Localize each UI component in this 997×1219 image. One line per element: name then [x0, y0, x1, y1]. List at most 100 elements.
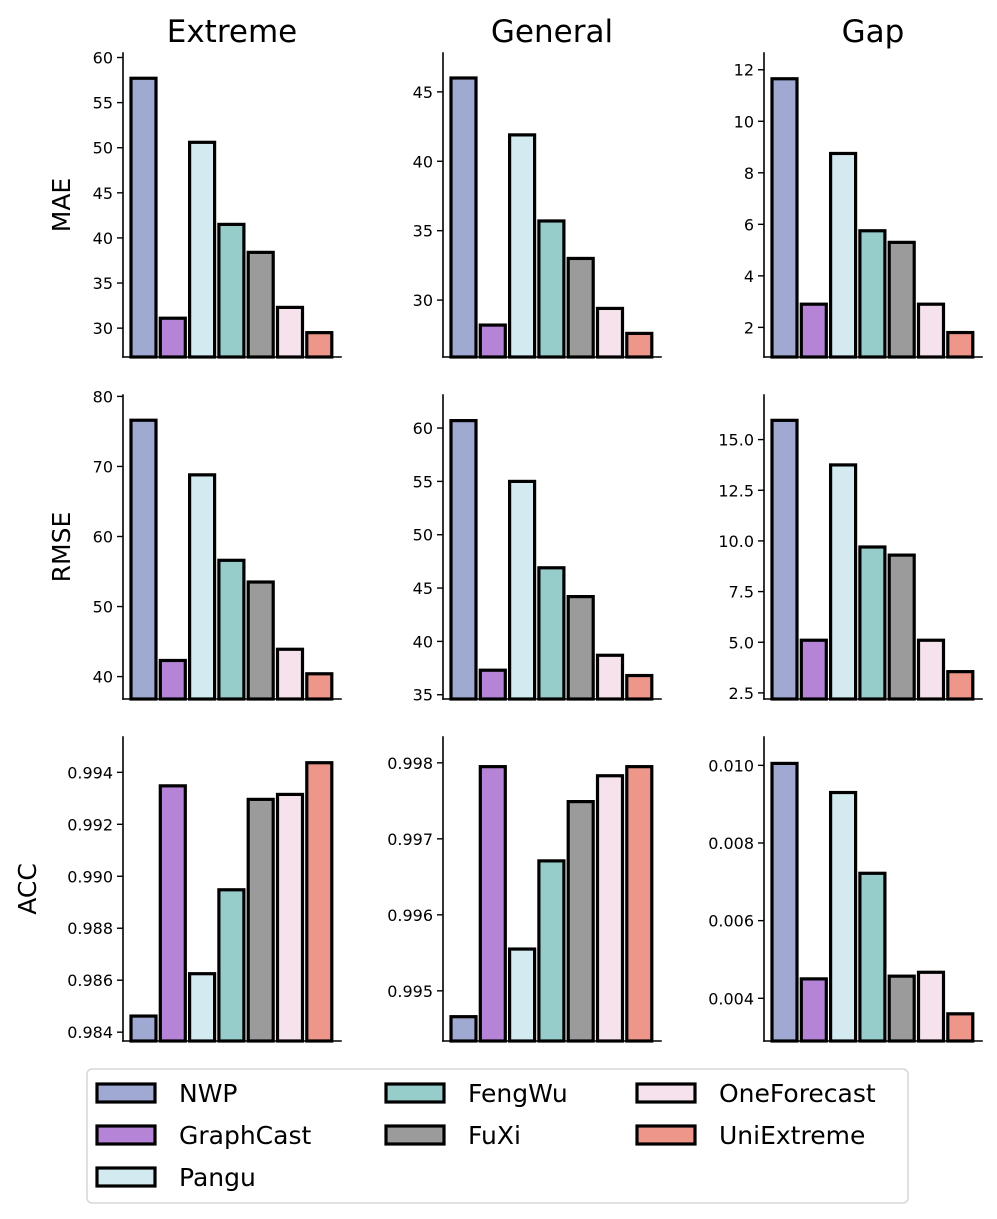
bar-fengwu [537, 219, 566, 359]
panel-rmse-general: 35 40 45 50 55 60 [413, 394, 662, 705]
y-tick-label: 55 [93, 94, 113, 113]
legend-item-graphcast: GraphCast [95, 1121, 311, 1150]
bar-nwp [770, 77, 799, 359]
bar-fengwu [217, 558, 246, 701]
y-tick-label: 5.0 [729, 633, 754, 652]
legend-label: OneForecast [719, 1079, 876, 1108]
y-tick-label: 0.996 [387, 906, 433, 925]
bar-nwp [129, 76, 158, 359]
bar-oneforecast [595, 774, 625, 1043]
y-tick-label: 45 [413, 83, 433, 102]
bar-graphcast [478, 765, 507, 1043]
column-title-extreme: Extreme [167, 14, 298, 50]
bar-pangu [508, 947, 537, 1043]
bar-fengwu [858, 871, 887, 1043]
bar-uniextreme [625, 765, 654, 1043]
bar-pangu [508, 479, 537, 701]
bar-graphcast [158, 316, 187, 359]
bar-nwp [449, 419, 478, 701]
bar-graphcast [799, 977, 828, 1043]
panel-acc-gap: 0.004 0.006 0.008 0.010 [708, 736, 983, 1043]
y-tick-label: 0.986 [67, 971, 113, 990]
bar-uniextreme [946, 670, 975, 701]
y-tick-label: 35 [93, 274, 113, 293]
legend-swatch [384, 1082, 446, 1104]
panel-mae-extreme: 30 35 40 45 50 55 60 [93, 49, 342, 359]
legend-swatch [635, 1082, 697, 1104]
y-tick-label: 0.994 [67, 763, 113, 782]
legend-item-oneforecast: OneForecast [635, 1079, 876, 1108]
legend-label: GraphCast [179, 1121, 311, 1150]
y-tick-label: 55 [413, 472, 433, 491]
legend-swatch [635, 1124, 697, 1146]
legend-swatch [95, 1082, 157, 1104]
bar-oneforecast [275, 647, 305, 701]
y-tick-label: 0.990 [67, 867, 113, 886]
bar-graphcast [478, 323, 507, 359]
y-tick-label: 50 [413, 526, 433, 545]
column-title-general: General [491, 14, 613, 50]
y-tick-label: 50 [93, 139, 113, 158]
bar-uniextreme [305, 331, 334, 359]
panel-mae-general: 30 35 40 45 [413, 52, 662, 359]
legend-swatch [95, 1124, 157, 1146]
y-tick-label: 0.997 [387, 830, 433, 849]
y-tick-label: 15.0 [718, 431, 754, 450]
y-tick-label: 8 [744, 164, 754, 183]
row-labels: MAE RMSE ACC [13, 178, 76, 915]
y-tick-label: 45 [93, 184, 113, 203]
y-tick-label: 45 [413, 579, 433, 598]
y-tick-label: 0.004 [708, 989, 754, 1008]
legend-item-pangu: Pangu [95, 1163, 256, 1192]
y-tick-label: 0.008 [708, 834, 754, 853]
bar-nwp [129, 418, 158, 701]
y-tick-label: 0.998 [387, 754, 433, 773]
bar-oneforecast [916, 302, 946, 359]
y-tick-label: 2.5 [729, 684, 754, 703]
y-tick-label: 6 [744, 215, 754, 234]
bar-uniextreme [305, 672, 334, 701]
legend-label: FuXi [468, 1121, 521, 1150]
y-tick-label: 0.006 [708, 912, 754, 931]
legend-swatch [384, 1124, 446, 1146]
y-tick-label: 12.5 [718, 481, 754, 500]
y-tick-label: 35 [413, 686, 433, 705]
y-tick-label: 0.995 [387, 982, 433, 1001]
bar-uniextreme [305, 761, 334, 1043]
column-title-gap: Gap [842, 14, 905, 50]
bar-fuxi [566, 594, 595, 701]
bar-fengwu [858, 545, 887, 701]
y-tick-label: 70 [93, 457, 113, 476]
bar-graphcast [478, 668, 507, 701]
bar-fuxi [246, 580, 275, 701]
bar-fuxi [887, 240, 916, 359]
y-tick-label: 60 [93, 49, 113, 68]
y-tick-label: 10 [734, 112, 754, 131]
bar-fuxi [246, 250, 275, 359]
y-tick-label: 60 [93, 527, 113, 546]
y-tick-label: 10.0 [718, 532, 754, 551]
y-tick-label: 40 [413, 632, 433, 651]
bar-nwp [449, 1015, 478, 1043]
bar-graphcast [799, 302, 828, 359]
bar-uniextreme [946, 330, 975, 359]
bar-fuxi [566, 256, 595, 359]
bar-nwp [770, 761, 799, 1043]
legend-item-uniextreme: UniExtreme [635, 1121, 865, 1150]
panel-acc-extreme: 0.984 0.986 0.988 0.990 0.992 0.994 [67, 736, 342, 1043]
y-tick-label: 30 [93, 319, 113, 338]
panel-acc-general: 0.995 0.996 0.997 0.998 [387, 736, 662, 1043]
bar-pangu [508, 133, 537, 359]
bar-fuxi [887, 974, 916, 1043]
bar-nwp [770, 418, 799, 701]
bar-nwp [449, 76, 478, 359]
legend-item-fuxi: FuXi [384, 1121, 521, 1150]
y-tick-label: 80 [93, 387, 113, 406]
legend-item-fengwu: FengWu [384, 1079, 568, 1108]
bar-uniextreme [946, 1012, 975, 1043]
bar-fengwu [217, 888, 246, 1043]
y-tick-label: 0.992 [67, 815, 113, 834]
legend-swatch [95, 1166, 157, 1188]
bar-oneforecast [595, 306, 625, 359]
row-label-acc: ACC [13, 863, 42, 915]
